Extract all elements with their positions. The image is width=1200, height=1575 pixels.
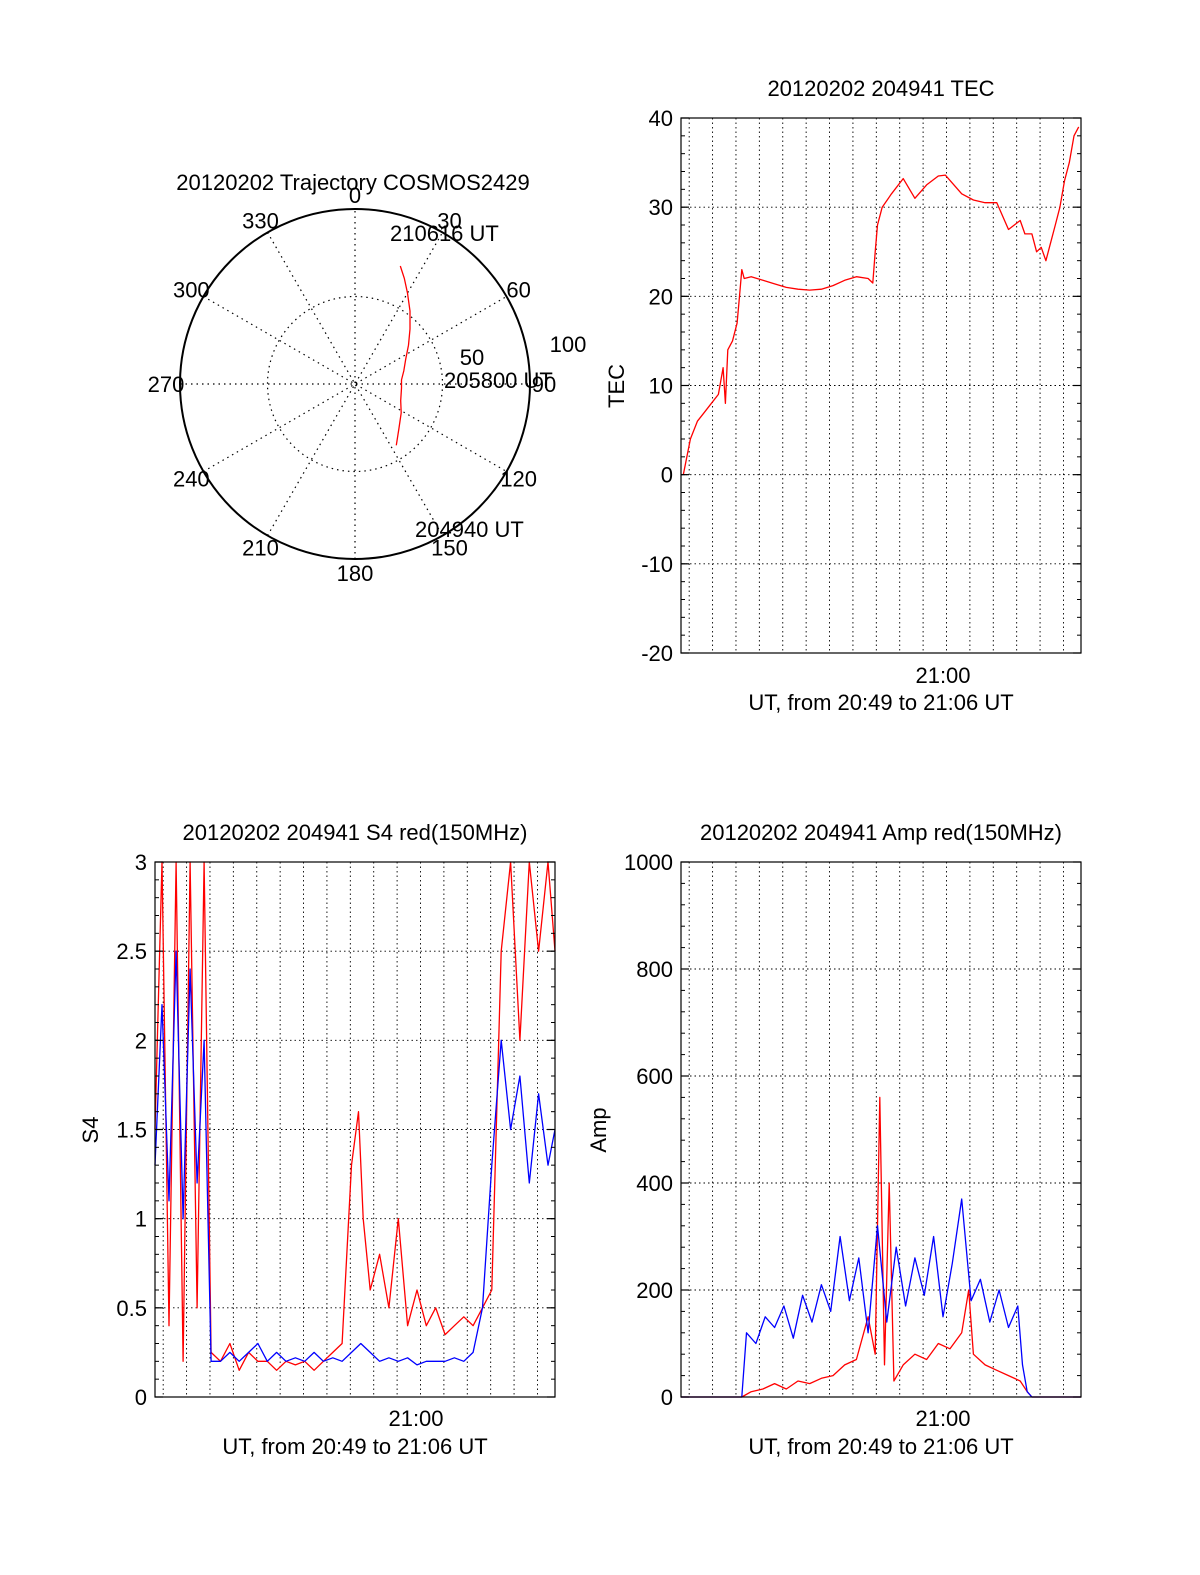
amp-title: 20120202 204941 Amp red(150MHz) — [700, 820, 1062, 845]
trajectory-panel: 20120202 Trajectory COSMOS2429 0 30 60 90 12… — [148, 170, 587, 586]
tec-title: 20120202 204941 TEC — [767, 76, 994, 101]
tec-ytick-label: -10 — [641, 552, 673, 577]
amp-series — [681, 1096, 1081, 1398]
s4-ytick-label: 0 — [135, 1385, 147, 1410]
s4-x-tick-label: 21:00 — [388, 1406, 443, 1431]
s4-series-red — [154, 861, 556, 1371]
angle-label-30: 30 — [437, 208, 461, 233]
s4-panel: 20120202 204941 S4 red(150MHz) 0 0.5 1 1.5 2… — [78, 820, 556, 1459]
s4-ytick-label: 0.5 — [116, 1296, 147, 1321]
amp-x-tick-label: 21:00 — [915, 1406, 970, 1431]
trajectory-title: 20120202 Trajectory COSMOS2429 — [176, 170, 529, 195]
s4-ytick-label: 3 — [135, 850, 147, 875]
tec-ytick-label: 20 — [649, 284, 673, 309]
trajectory-annotation-end: 210616 UT — [390, 221, 499, 246]
tec-grid — [681, 117, 1081, 654]
s4-series-blue — [154, 950, 556, 1366]
s4-ytick-label: 1 — [135, 1207, 147, 1232]
tec-ytick-label: 10 — [649, 374, 673, 399]
trajectory-angle-labels: 0 30 60 90 120 150 180 210 240 270 300 330 — [148, 183, 557, 586]
amp-series-blue — [681, 1198, 1081, 1398]
amp-ytick-label: 400 — [636, 1171, 673, 1196]
amp-ytick-label: 200 — [636, 1278, 673, 1303]
s4-y-axis-label: S4 — [78, 1117, 103, 1144]
tec-x-axis-label: UT, from 20:49 to 21:06 UT — [748, 690, 1013, 715]
amp-y-axis-label: Amp — [586, 1107, 611, 1152]
tec-x-tick-label: 21:00 — [915, 663, 970, 688]
tec-ytick-label: 0 — [661, 463, 673, 488]
radial-label-100: 100 — [550, 332, 587, 357]
tec-series — [682, 126, 1080, 475]
amp-ytick-label: 0 — [661, 1385, 673, 1410]
s4-ytick-label: 2.5 — [116, 939, 147, 964]
trajectory-path — [395, 265, 411, 446]
angle-label-150: 150 — [431, 536, 468, 561]
tec-ytick-label: -20 — [641, 641, 673, 666]
trajectory-grid — [180, 209, 530, 559]
angle-label-270: 270 — [148, 372, 185, 397]
amp-x-axis-label: UT, from 20:49 to 21:06 UT — [748, 1434, 1013, 1459]
angle-label-330: 330 — [242, 208, 279, 233]
amp-plot-frame — [680, 861, 1082, 1398]
polar-spoke-120 — [203, 295, 507, 473]
trajectory-annotation-mid: 205800 UT — [444, 368, 553, 393]
angle-label-240: 240 — [173, 467, 210, 492]
angle-label-180: 180 — [337, 561, 374, 586]
amp-ytick-label: 1000 — [624, 850, 673, 875]
trajectory-annotation-start: 204940 UT — [415, 517, 524, 542]
s4-ytick-label: 1.5 — [116, 1118, 147, 1143]
tec-ytick-label: 40 — [649, 106, 673, 131]
polar-spoke-150 — [266, 232, 444, 536]
s4-ytick-label: 2 — [135, 1028, 147, 1053]
angle-label-300: 300 — [173, 278, 210, 303]
angle-label-60: 60 — [506, 278, 530, 303]
amp-ytick-label: 800 — [636, 957, 673, 982]
amp-y-ticks: 0 200 400 600 800 1000 — [624, 850, 1081, 1410]
trajectory-radial-labels: 50 100 — [460, 332, 587, 370]
tec-y-ticks: -20 -10 0 10 20 30 40 — [641, 106, 1081, 666]
polar-spoke-30 — [266, 232, 444, 536]
s4-title: 20120202 204941 S4 red(150MHz) — [183, 820, 528, 845]
polar-grid-circle-50 — [266, 295, 444, 473]
tec-ytick-label: 30 — [649, 195, 673, 220]
s4-series — [154, 861, 556, 1371]
radial-label-50: 50 — [460, 345, 484, 370]
s4-x-axis-label: UT, from 20:49 to 21:06 UT — [222, 1434, 487, 1459]
tec-y-axis-label: TEC — [604, 364, 629, 408]
angle-label-210: 210 — [242, 536, 279, 561]
angle-label-90: 90 — [532, 372, 556, 397]
angle-label-0: 0 — [349, 183, 361, 208]
amp-panel: 20120202 204941 Amp red(150MHz) 0 200 400 6… — [586, 820, 1082, 1459]
s4-y-ticks: 0 0.5 1 1.5 2 2.5 3 — [116, 850, 555, 1410]
angle-label-120: 120 — [500, 467, 537, 492]
amp-series-red — [681, 1096, 1081, 1398]
trajectory-outer-circle — [179, 208, 531, 560]
polar-spoke-60 — [203, 295, 507, 473]
tec-series-red — [682, 126, 1080, 475]
amp-ytick-label: 600 — [636, 1064, 673, 1089]
